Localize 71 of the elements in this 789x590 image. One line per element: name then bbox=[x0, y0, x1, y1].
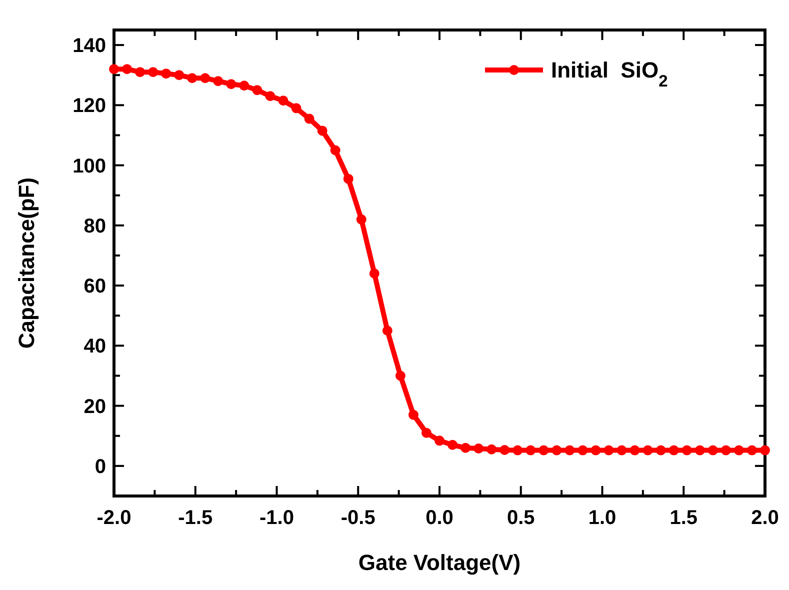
y-tick-label: 0 bbox=[94, 456, 106, 478]
point bbox=[369, 268, 380, 279]
x-tick-label: -1.5 bbox=[178, 507, 213, 529]
point bbox=[356, 214, 366, 224]
x-tick-label: 0.5 bbox=[506, 507, 535, 529]
point bbox=[213, 76, 224, 86]
point bbox=[317, 126, 328, 136]
y-tick-label: 80 bbox=[84, 215, 106, 238]
point bbox=[682, 445, 692, 456]
point bbox=[578, 445, 588, 456]
point bbox=[135, 67, 146, 78]
x-tick-label: -0.5 bbox=[340, 507, 376, 529]
point bbox=[500, 445, 510, 455]
point bbox=[668, 445, 679, 456]
point bbox=[538, 445, 549, 456]
point bbox=[708, 445, 718, 456]
legend-label: Initial SiO$_{2}$ bbox=[551, 58, 668, 91]
point bbox=[239, 80, 250, 91]
point bbox=[564, 445, 575, 456]
y-axis-title: Capacitance(pF) bbox=[14, 177, 39, 349]
y-tick-label: 100 bbox=[72, 155, 106, 178]
x-tick-label: 1.0 bbox=[588, 507, 616, 529]
point bbox=[434, 436, 444, 446]
x-tick-label: 1.5 bbox=[670, 507, 698, 529]
point bbox=[720, 445, 731, 456]
point bbox=[330, 145, 340, 156]
point bbox=[226, 79, 236, 90]
point bbox=[616, 445, 627, 456]
point bbox=[656, 445, 666, 456]
point bbox=[448, 440, 458, 450]
point bbox=[746, 445, 757, 456]
point bbox=[408, 410, 418, 420]
point bbox=[421, 428, 432, 438]
y-tick-label: 120 bbox=[72, 95, 106, 118]
point bbox=[460, 442, 471, 453]
x-tick-label: 2.0 bbox=[751, 507, 779, 529]
y-tick-label: 40 bbox=[84, 336, 106, 358]
point bbox=[161, 68, 172, 79]
point bbox=[278, 96, 288, 106]
point bbox=[590, 445, 601, 456]
point bbox=[291, 103, 302, 114]
x-tick-label: 0.0 bbox=[426, 507, 454, 529]
point bbox=[395, 370, 406, 381]
y-tick-label: 20 bbox=[84, 396, 106, 418]
y-tick-label: 60 bbox=[84, 276, 106, 298]
y-tick-label: 140 bbox=[72, 35, 106, 58]
point bbox=[642, 445, 653, 456]
point bbox=[343, 174, 354, 184]
point bbox=[604, 445, 614, 456]
point bbox=[512, 445, 523, 456]
point bbox=[174, 70, 184, 80]
point bbox=[148, 67, 158, 78]
point bbox=[694, 445, 705, 456]
x-tick-label: -1.0 bbox=[260, 507, 294, 529]
point bbox=[265, 91, 276, 102]
point bbox=[109, 64, 119, 74]
point bbox=[734, 445, 744, 456]
point bbox=[526, 445, 536, 456]
point bbox=[382, 326, 392, 336]
point bbox=[474, 444, 484, 454]
x-axis-title: Gate Voltage(V) bbox=[358, 550, 521, 575]
point bbox=[630, 445, 640, 456]
point bbox=[252, 85, 262, 96]
point bbox=[760, 445, 770, 456]
point bbox=[304, 114, 314, 124]
point bbox=[552, 445, 562, 456]
x-tick-label: -2.0 bbox=[96, 507, 132, 529]
point bbox=[200, 73, 210, 84]
point bbox=[187, 73, 198, 84]
point bbox=[122, 64, 132, 74]
point bbox=[486, 444, 497, 454]
